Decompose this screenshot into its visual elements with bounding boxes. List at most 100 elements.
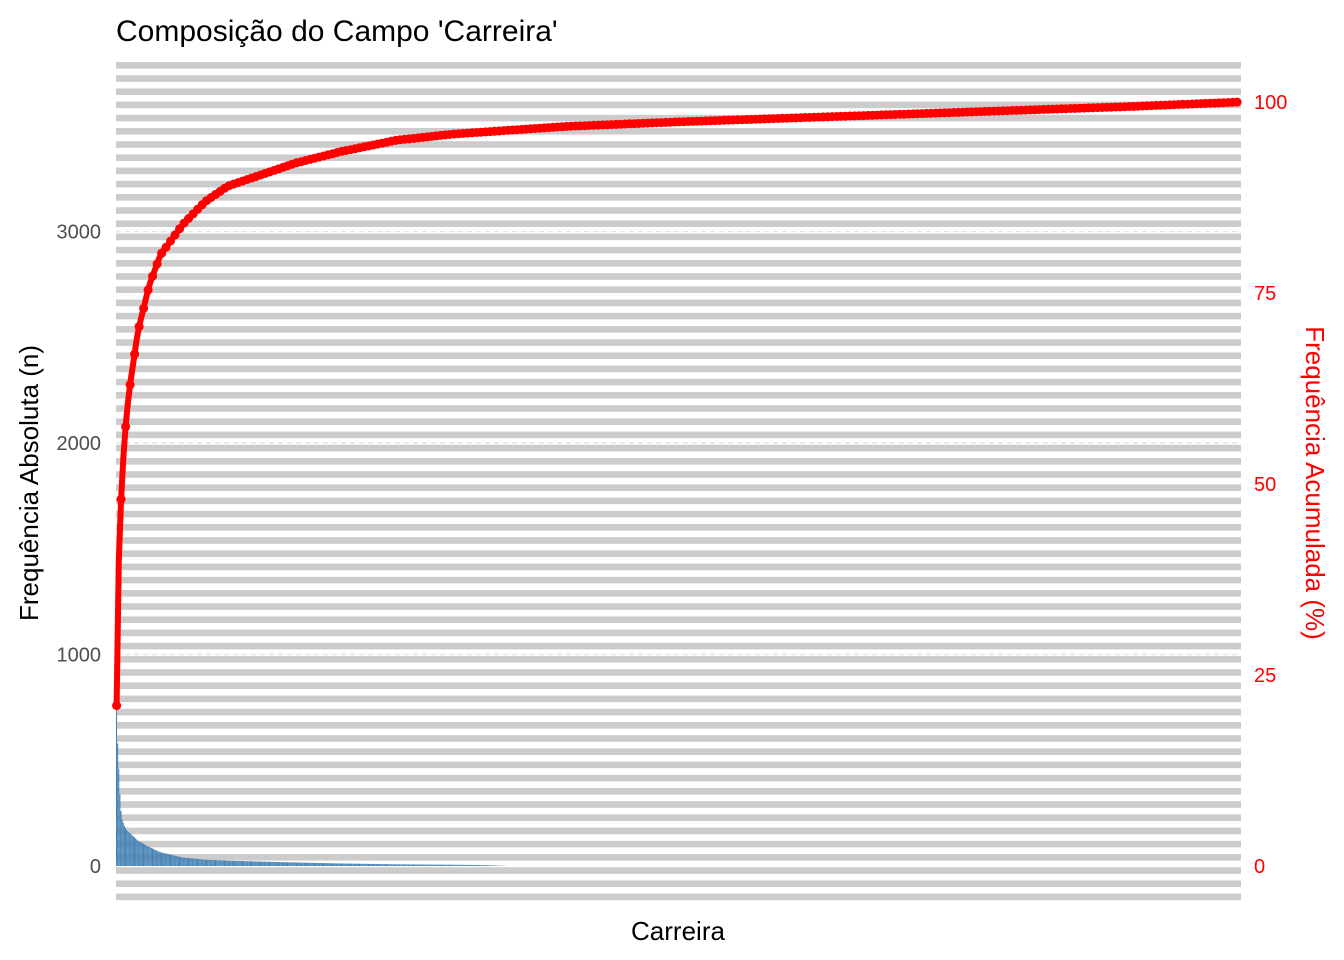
bar xyxy=(242,861,244,866)
cumulative-point xyxy=(152,259,162,269)
background-stripe xyxy=(116,629,1241,637)
bar xyxy=(441,864,443,866)
background-stripe xyxy=(116,708,1241,716)
bar xyxy=(228,860,230,866)
bar xyxy=(366,863,368,866)
bar xyxy=(246,861,248,866)
bar xyxy=(323,863,325,866)
bar xyxy=(310,862,312,866)
bar xyxy=(294,862,296,866)
bar xyxy=(206,859,208,866)
bar xyxy=(401,864,403,866)
bar xyxy=(122,822,124,866)
background-stripe xyxy=(116,444,1241,452)
bar xyxy=(333,863,335,866)
bar xyxy=(444,864,446,866)
bar xyxy=(256,861,258,866)
bar xyxy=(455,864,457,866)
bar xyxy=(275,861,277,866)
bar xyxy=(324,863,326,866)
bar xyxy=(134,837,136,866)
bar xyxy=(208,859,210,866)
bar xyxy=(352,863,354,866)
bar xyxy=(413,864,415,866)
bar xyxy=(307,862,309,866)
bar xyxy=(424,864,426,866)
bar xyxy=(210,859,212,866)
bar xyxy=(195,858,197,866)
background-stripe xyxy=(116,642,1241,650)
bar xyxy=(332,863,334,866)
bar xyxy=(128,832,130,866)
bar xyxy=(140,842,142,866)
background-stripe xyxy=(116,88,1241,95)
bar xyxy=(396,864,398,866)
bar xyxy=(327,863,329,866)
bar xyxy=(338,863,340,866)
bar xyxy=(459,864,461,866)
bar xyxy=(351,863,353,866)
y-tick-left: 3000 xyxy=(57,222,102,244)
bar xyxy=(119,794,121,866)
bar xyxy=(192,858,194,866)
bar xyxy=(391,864,393,866)
bar xyxy=(218,860,220,866)
y-tick-right: 0 xyxy=(1254,856,1265,878)
bar xyxy=(189,858,191,866)
y-axis-right-title: Frequência Acumulada (%) xyxy=(1300,326,1330,640)
background-stripe xyxy=(116,273,1241,280)
bar xyxy=(436,864,438,866)
bar xyxy=(280,862,282,866)
bar xyxy=(129,833,131,866)
bar xyxy=(379,864,381,866)
background-stripe xyxy=(116,326,1241,333)
bar xyxy=(359,863,361,866)
bar xyxy=(308,862,310,866)
bar xyxy=(174,855,176,866)
cumulative-point xyxy=(116,494,126,504)
bar xyxy=(147,846,149,866)
background-stripe xyxy=(116,563,1241,571)
bar xyxy=(120,811,122,866)
background-stripe xyxy=(116,392,1241,399)
bar xyxy=(123,825,125,866)
bar xyxy=(197,858,199,866)
bar xyxy=(149,847,151,866)
bar xyxy=(451,864,453,866)
bar xyxy=(190,858,192,866)
background-stripe xyxy=(116,774,1241,782)
bar xyxy=(414,864,416,866)
bar xyxy=(236,860,238,866)
bar xyxy=(461,864,463,866)
bar xyxy=(278,862,280,866)
bar xyxy=(372,863,374,866)
background-stripe xyxy=(116,220,1241,227)
bar xyxy=(273,861,275,866)
bar xyxy=(200,859,202,866)
bar xyxy=(462,864,464,866)
bar xyxy=(179,856,181,866)
bar xyxy=(490,865,492,866)
bar xyxy=(419,864,421,866)
cumulative-point xyxy=(143,285,153,295)
background-stripe xyxy=(116,814,1241,821)
bar xyxy=(354,863,356,866)
bar xyxy=(360,863,362,866)
bar xyxy=(165,853,167,866)
background-stripe xyxy=(116,154,1241,161)
bar xyxy=(361,863,363,866)
bar xyxy=(121,819,123,866)
bar xyxy=(434,864,436,866)
bar xyxy=(312,862,314,866)
bar xyxy=(301,862,303,866)
bar xyxy=(364,863,366,866)
bar xyxy=(336,863,338,866)
bar xyxy=(116,705,118,866)
bar xyxy=(341,863,343,866)
bar xyxy=(185,857,187,866)
background-stripe xyxy=(116,801,1241,808)
cumulative-point xyxy=(161,242,171,252)
bar xyxy=(465,864,467,866)
background-stripe xyxy=(116,761,1241,769)
